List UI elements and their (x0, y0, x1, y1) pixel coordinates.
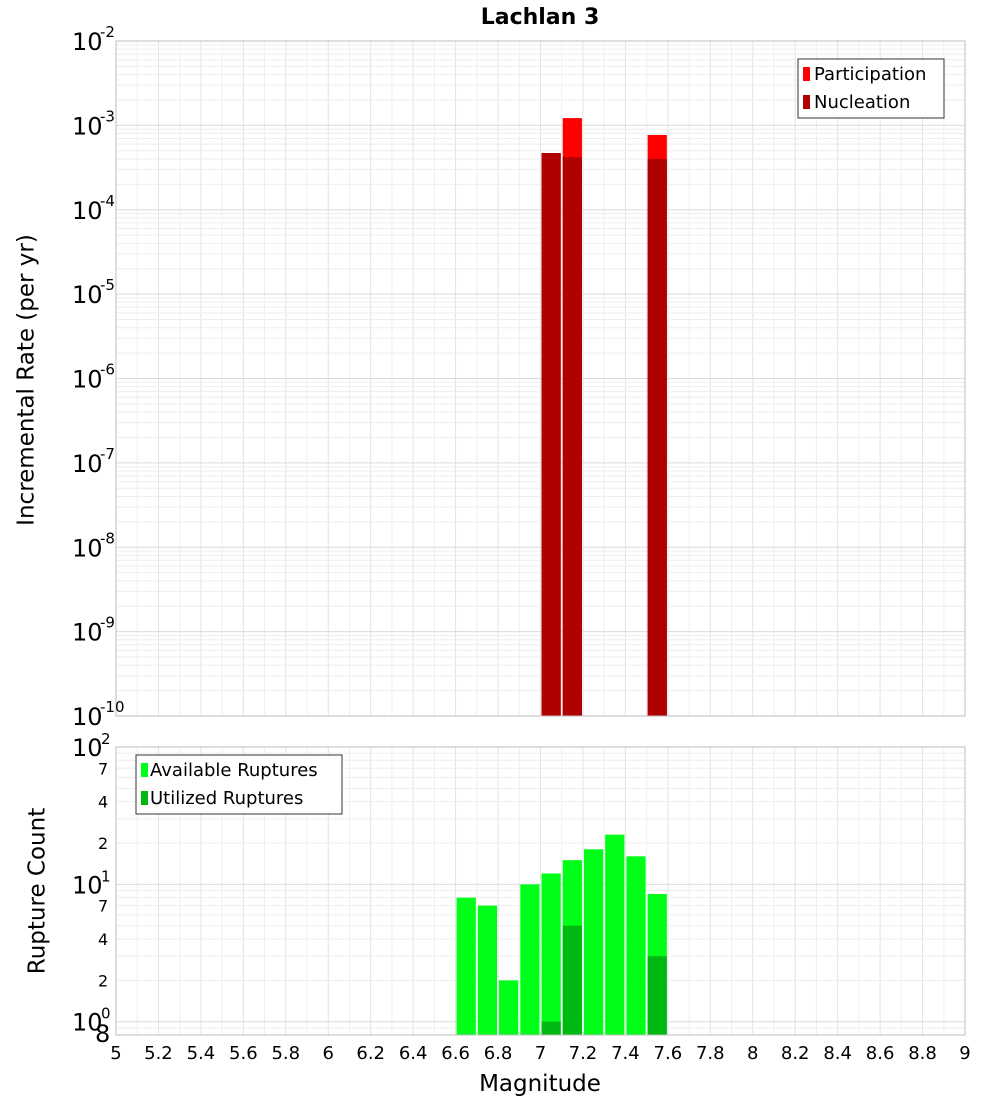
bar-available-ruptures-7.05 (541, 873, 561, 1035)
top-ytick-exponent: -8 (100, 529, 115, 547)
bar-utilized-ruptures-7.55 (647, 956, 667, 1035)
bottom-ytick-minor-label: 4 (98, 793, 108, 812)
bottom-ytick-label: 10 (72, 871, 103, 899)
bottom-ytick-minor-label: 4 (98, 930, 108, 949)
bar-utilized-ruptures-7.05 (541, 1021, 561, 1035)
x-tick-label: 6.8 (484, 1043, 513, 1064)
top-bars (541, 118, 667, 717)
top-ytick-exponent: -5 (100, 276, 115, 294)
bottom-bars (456, 834, 667, 1035)
bar-available-ruptures-6.75 (477, 905, 498, 1035)
bar-available-ruptures-6.65 (456, 897, 476, 1035)
top-ytick-label: 10 (72, 703, 103, 731)
x-tick-label: 5 (110, 1043, 121, 1064)
x-tick-label: 5.8 (271, 1043, 300, 1064)
bottom-plot-frame (115, 746, 966, 1036)
bottom-ytick-exponent: 1 (101, 867, 111, 885)
legend-label-available: Available Ruptures (150, 760, 318, 781)
x-tick-label: 9 (959, 1043, 970, 1064)
x-tick-label: 6.6 (441, 1043, 470, 1064)
x-tick-label: 8.6 (866, 1043, 895, 1064)
bottom-ytick-minor-label: 7 (98, 759, 108, 778)
bottom-legend: Available Ruptures Utilized Ruptures (135, 754, 343, 815)
top-ytick-exponent: -10 (100, 698, 125, 716)
top-ytick-label: 10 (72, 197, 103, 225)
bottom-legend-box (135, 754, 343, 815)
chart-title: Lachlan 3 (481, 5, 600, 30)
top-y-axis-label: Incremental Rate (per yr) (14, 234, 40, 526)
legend-swatch-participation (803, 67, 810, 81)
bottom-ytick-label: 10 (72, 1009, 103, 1037)
top-plot-frame (115, 40, 966, 717)
x-tick-label: 7.2 (569, 1043, 598, 1064)
bar-available-ruptures-7.25 (583, 849, 604, 1035)
top-ytick-label: 10 (72, 366, 103, 394)
bottom-ytick-minor-label: 2 (98, 834, 108, 853)
bottom-ytick-minor-label: 8 (95, 1020, 110, 1048)
bar-available-ruptures-7.45 (626, 856, 646, 1035)
top-ytick-exponent: -7 (100, 445, 115, 463)
bar-nucleation-7.55 (647, 158, 667, 717)
top-ytick-exponent: -9 (100, 614, 115, 632)
top-ytick-label: 10 (72, 281, 103, 309)
x-tick-label: 7.8 (696, 1043, 725, 1064)
top-ytick-exponent: -6 (100, 361, 115, 379)
top-ytick-label: 10 (72, 534, 103, 562)
bar-available-ruptures-6.85 (499, 980, 519, 1035)
top-legend-box (797, 58, 945, 119)
bottom-y-axis-label: Rupture Count (25, 808, 51, 974)
legend-label-participation: Participation (814, 64, 926, 85)
bottom-ytick-exponent: 0 (101, 1005, 111, 1023)
top-y-ticks: 10-210-310-410-510-610-710-810-910-10 (72, 23, 125, 731)
bar-nucleation-7.15 (562, 157, 582, 717)
x-axis-label: Magnitude (479, 1071, 601, 1097)
top-ytick-label: 10 (72, 112, 103, 140)
bottom-ytick-minor-label: 7 (98, 897, 108, 916)
top-ytick-exponent: -4 (100, 192, 115, 210)
top-legend: Participation Nucleation (797, 58, 945, 119)
x-tick-label: 6.2 (356, 1043, 385, 1064)
bar-available-ruptures-7.35 (605, 834, 625, 1035)
legend-swatch-available (141, 763, 148, 777)
x-tick-label: 7.6 (654, 1043, 683, 1064)
x-tick-label: 8.2 (781, 1043, 810, 1064)
x-tick-label: 6 (323, 1043, 334, 1064)
bar-available-ruptures-6.95 (520, 884, 540, 1035)
top-ytick-label: 10 (72, 450, 103, 478)
x-tick-label: 5.4 (187, 1043, 216, 1064)
bar-nucleation-7.05 (541, 153, 561, 716)
top-ytick-label: 10 (72, 28, 103, 56)
legend-label-nucleation: Nucleation (814, 92, 910, 113)
x-tick-label: 8.4 (823, 1043, 852, 1064)
top-ytick-label: 10 (72, 619, 103, 647)
bottom-ytick-minor-label: 2 (98, 971, 108, 990)
top-ytick-exponent: -3 (100, 107, 115, 125)
bottom-ytick-label: 10 (72, 734, 103, 762)
x-tick-label: 8.8 (908, 1043, 937, 1064)
legend-swatch-utilized (141, 791, 148, 805)
top-panel: 10-210-310-410-510-610-710-810-910-10 In… (14, 23, 966, 731)
x-ticks: 5 5.2 5.4 5.6 5.8 6 6.2 6.4 6.6 6.8 7 7.2 7.4 7.6 7.8 8… (110, 1043, 970, 1064)
top-ytick-exponent: -2 (100, 23, 115, 41)
legend-label-utilized: Utilized Ruptures (150, 788, 303, 809)
x-tick-label: 5.6 (229, 1043, 258, 1064)
bar-utilized-ruptures-7.15 (562, 925, 582, 1035)
top-grid (115, 41, 966, 717)
x-tick-label: 5.2 (144, 1043, 173, 1064)
x-tick-label: 6.4 (399, 1043, 428, 1064)
x-tick-label: 7.4 (611, 1043, 640, 1064)
x-tick-label: 7 (535, 1043, 546, 1064)
bottom-ytick-exponent: 2 (101, 730, 111, 748)
x-tick-label: 8 (747, 1043, 758, 1064)
legend-swatch-nucleation (803, 95, 810, 109)
